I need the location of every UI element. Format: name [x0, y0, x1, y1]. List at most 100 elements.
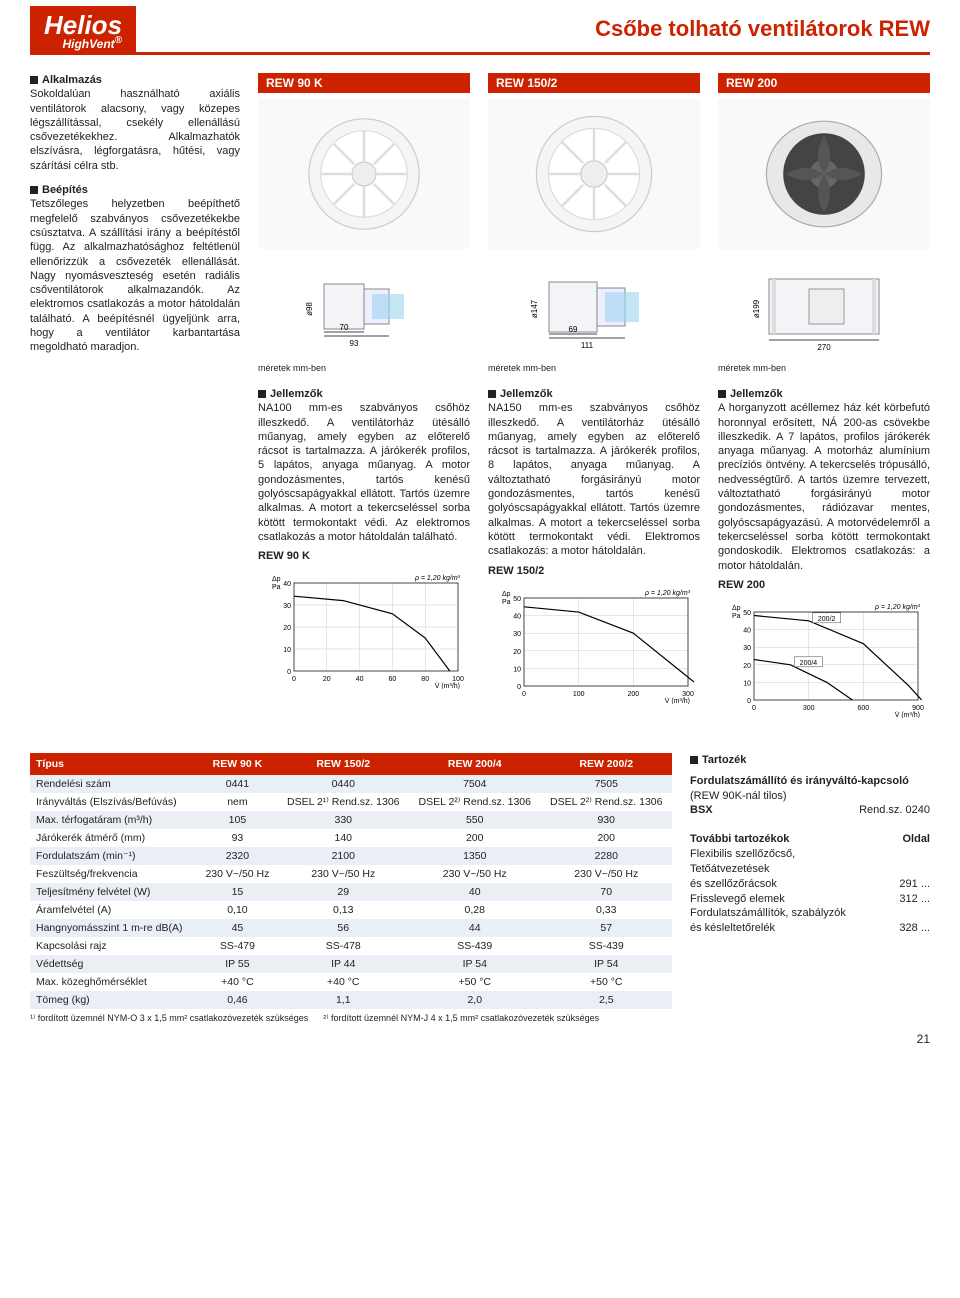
acc-line: Frisslevegő elemek312 ...	[690, 892, 930, 907]
table-cell: SS-439	[409, 937, 540, 955]
svg-text:200/4: 200/4	[800, 660, 818, 667]
table-cell: DSEL 2²⁾ Rend.sz. 1306	[409, 793, 540, 811]
svg-text:20: 20	[513, 648, 521, 655]
application-text: Sokoldalúan használható axiális ventilát…	[30, 88, 240, 171]
features-text: NA100 mm-es szabványos csőhöz illeszkedő…	[258, 402, 470, 543]
svg-text:69: 69	[569, 325, 578, 334]
footnote-2: ²⁾ fordított üzemnél NYM-J 4 x 1,5 mm² c…	[323, 1013, 599, 1023]
features-heading: Jellemzők	[270, 388, 323, 400]
acc-line: és késleltetőrelék328 ...	[690, 921, 930, 936]
acc-line: és szellőzőrácsok291 ...	[690, 877, 930, 892]
table-cell: 7504	[409, 775, 540, 793]
acc-line: Flexibilis szellőzőcső,	[690, 847, 930, 862]
performance-chart: 010203040020406080100ΔpPaρ = 1,20 kg/m³V…	[258, 564, 470, 694]
spec-col-header: REW 90 K	[197, 753, 277, 775]
acc-order: Rend.sz. 0240	[859, 803, 930, 818]
bullet-icon	[488, 390, 496, 398]
acc-note: (REW 90K-nál tilos)	[690, 790, 787, 802]
table-cell: SS-439	[540, 937, 672, 955]
svg-text:30: 30	[513, 631, 521, 638]
table-cell: IP 54	[409, 955, 540, 973]
model-col-3: REW 200 270 ø199 méretek mm-ben	[718, 73, 930, 373]
product-image	[488, 99, 700, 249]
svg-text:ρ = 1,20 kg/m³: ρ = 1,20 kg/m³	[874, 604, 921, 611]
spec-col-header: Típus	[30, 753, 197, 775]
svg-text:V̇ (m³/h): V̇ (m³/h)	[895, 711, 920, 718]
table-cell: Max. térfogatáram (m³/h)	[30, 811, 197, 829]
table-cell: 93	[197, 829, 277, 847]
table-cell: 0,33	[540, 901, 672, 919]
table-cell: Tömeg (kg)	[30, 991, 197, 1009]
svg-text:80: 80	[421, 676, 429, 683]
model-header: REW 200	[718, 73, 930, 93]
svg-text:V̇ (m³/h): V̇ (m³/h)	[665, 697, 690, 704]
brand-sub: HighVent	[62, 37, 114, 51]
svg-text:V̇ (m³/h): V̇ (m³/h)	[435, 682, 460, 689]
table-cell: 0,13	[278, 901, 409, 919]
table-cell: Védettség	[30, 955, 197, 973]
table-cell: 2320	[197, 847, 277, 865]
dim-caption: méretek mm-ben	[258, 363, 470, 373]
table-cell: 57	[540, 919, 672, 937]
features-heading: Jellemzők	[500, 388, 553, 400]
table-row: Tömeg (kg)0,461,12,02,5	[30, 991, 672, 1009]
table-cell: 105	[197, 811, 277, 829]
svg-text:Δp: Δp	[732, 605, 741, 612]
page-number: 21	[30, 1032, 930, 1046]
table-cell: +40 °C	[278, 973, 409, 991]
table-row: Feszültség/frekvencia230 V~/50 Hz230 V~/…	[30, 865, 672, 883]
bullet-icon	[718, 390, 726, 398]
svg-text:ø98: ø98	[305, 302, 314, 316]
table-row: Max. térfogatáram (m³/h)105330550930	[30, 811, 672, 829]
table-cell: SS-478	[278, 937, 409, 955]
more-acc-heading: További tartozékok	[690, 832, 789, 847]
table-cell: 0,10	[197, 901, 277, 919]
bullet-icon	[30, 76, 38, 84]
svg-text:10: 10	[283, 647, 291, 654]
accessories-heading: Tartozék	[702, 754, 746, 766]
svg-text:50: 50	[743, 610, 751, 617]
table-cell: 1350	[409, 847, 540, 865]
table-row: Irányváltás (Elszívás/Befúvás)nemDSEL 2¹…	[30, 793, 672, 811]
svg-text:ø147: ø147	[530, 299, 539, 318]
dim-caption: méretek mm-ben	[718, 363, 930, 373]
chart-label: REW 200	[718, 579, 930, 591]
svg-text:40: 40	[743, 627, 751, 634]
table-row: Max. közeghőmérséklet+40 °C+40 °C+50 °C+…	[30, 973, 672, 991]
features-heading: Jellemzők	[730, 388, 783, 400]
svg-text:0: 0	[292, 676, 296, 683]
spec-col-header: REW 150/2	[278, 753, 409, 775]
page-header: Helios HighVent® Csőbe tolható ventiláto…	[30, 0, 930, 55]
svg-text:100: 100	[573, 691, 585, 698]
table-cell: Kapcsolási rajz	[30, 937, 197, 955]
table-cell: 0,46	[197, 991, 277, 1009]
installation-heading: Beépítés	[42, 184, 88, 196]
table-cell: SS-479	[197, 937, 277, 955]
table-cell: +50 °C	[540, 973, 672, 991]
accessories: Tartozék Fordulatszámállító és irányvált…	[690, 753, 930, 1024]
table-row: Fordulatszám (min⁻¹)2320210013502280	[30, 847, 672, 865]
table-cell: 2,0	[409, 991, 540, 1009]
table-cell: 140	[278, 829, 409, 847]
table-cell: 7505	[540, 775, 672, 793]
bullet-icon	[690, 756, 698, 764]
table-cell: DSEL 2²⁾ Rend.sz. 1306	[540, 793, 672, 811]
svg-text:0: 0	[287, 669, 291, 676]
bullet-icon	[258, 390, 266, 398]
svg-text:20: 20	[743, 663, 751, 670]
svg-text:900: 900	[912, 705, 924, 712]
table-cell: 2100	[278, 847, 409, 865]
svg-text:0: 0	[752, 705, 756, 712]
table-cell: 2,5	[540, 991, 672, 1009]
table-cell: IP 54	[540, 955, 672, 973]
acc-product: Fordulatszámállító és irányváltó-kapcsol…	[690, 775, 909, 787]
table-cell: 56	[278, 919, 409, 937]
table-row: Áramfelvétel (A)0,100,130,280,33	[30, 901, 672, 919]
svg-text:Pa: Pa	[502, 599, 511, 606]
installation-text: Tetszőleges helyzetben beépíthető megfel…	[30, 198, 240, 353]
table-row: Kapcsolási rajzSS-479SS-478SS-439SS-439	[30, 937, 672, 955]
svg-text:600: 600	[857, 705, 869, 712]
application-heading: Alkalmazás	[42, 74, 102, 86]
table-cell: Járókerék átmérő (mm)	[30, 829, 197, 847]
table-cell: Áramfelvétel (A)	[30, 901, 197, 919]
